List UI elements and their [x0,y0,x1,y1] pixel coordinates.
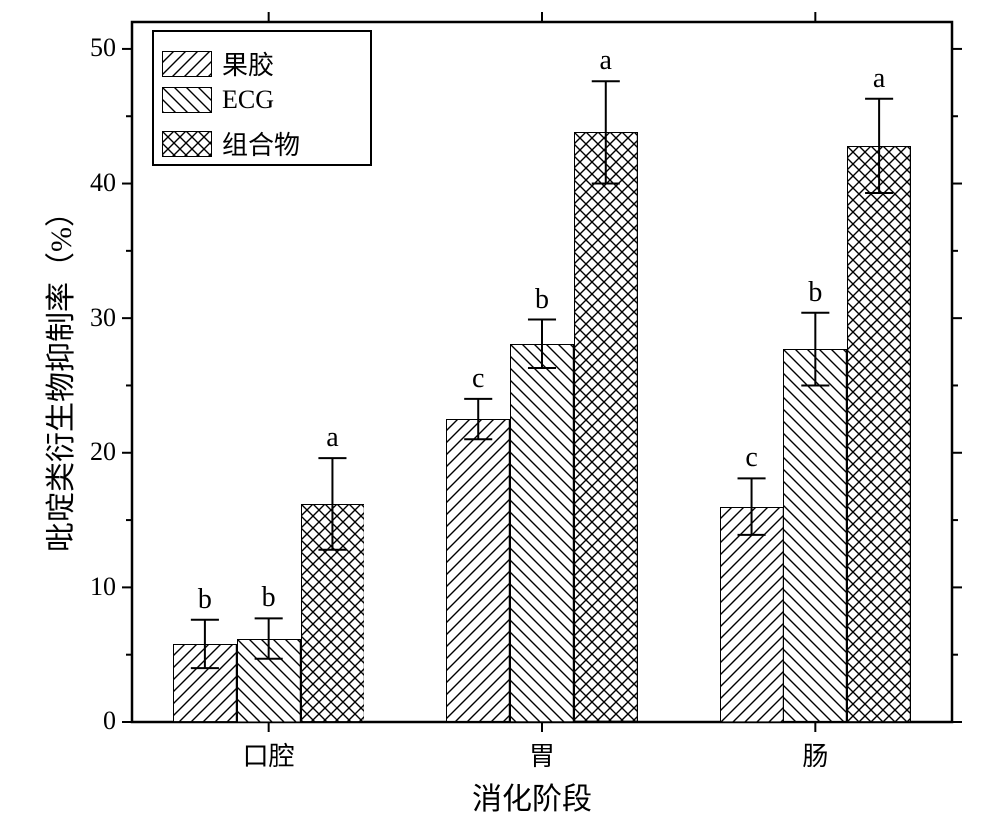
legend-item: 果胶 [162,45,274,82]
legend-item: 组合物 [162,125,300,162]
chart-stage: 吡啶类衍生物抑制率（%） 消化阶段 01020304050 口腔胃肠 bbacb… [0,0,1000,823]
significance-label: b [795,277,835,309]
significance-label: a [586,45,626,77]
significance-label: c [458,363,498,395]
legend-label: ECG [222,85,274,115]
significance-label: b [522,284,562,316]
significance-label: b [249,582,289,614]
legend-swatch [162,87,212,113]
significance-label: c [732,442,772,474]
legend-label: 果胶 [222,45,274,82]
legend-swatch [162,131,212,157]
legend-label: 组合物 [222,125,300,162]
legend-item: ECG [162,85,274,115]
significance-label: a [312,422,352,454]
significance-label: a [859,63,899,95]
legend-swatch [162,51,212,77]
legend: 果胶ECG 组合物 [152,30,372,166]
error-bar [0,0,1000,823]
significance-label: b [185,584,225,616]
